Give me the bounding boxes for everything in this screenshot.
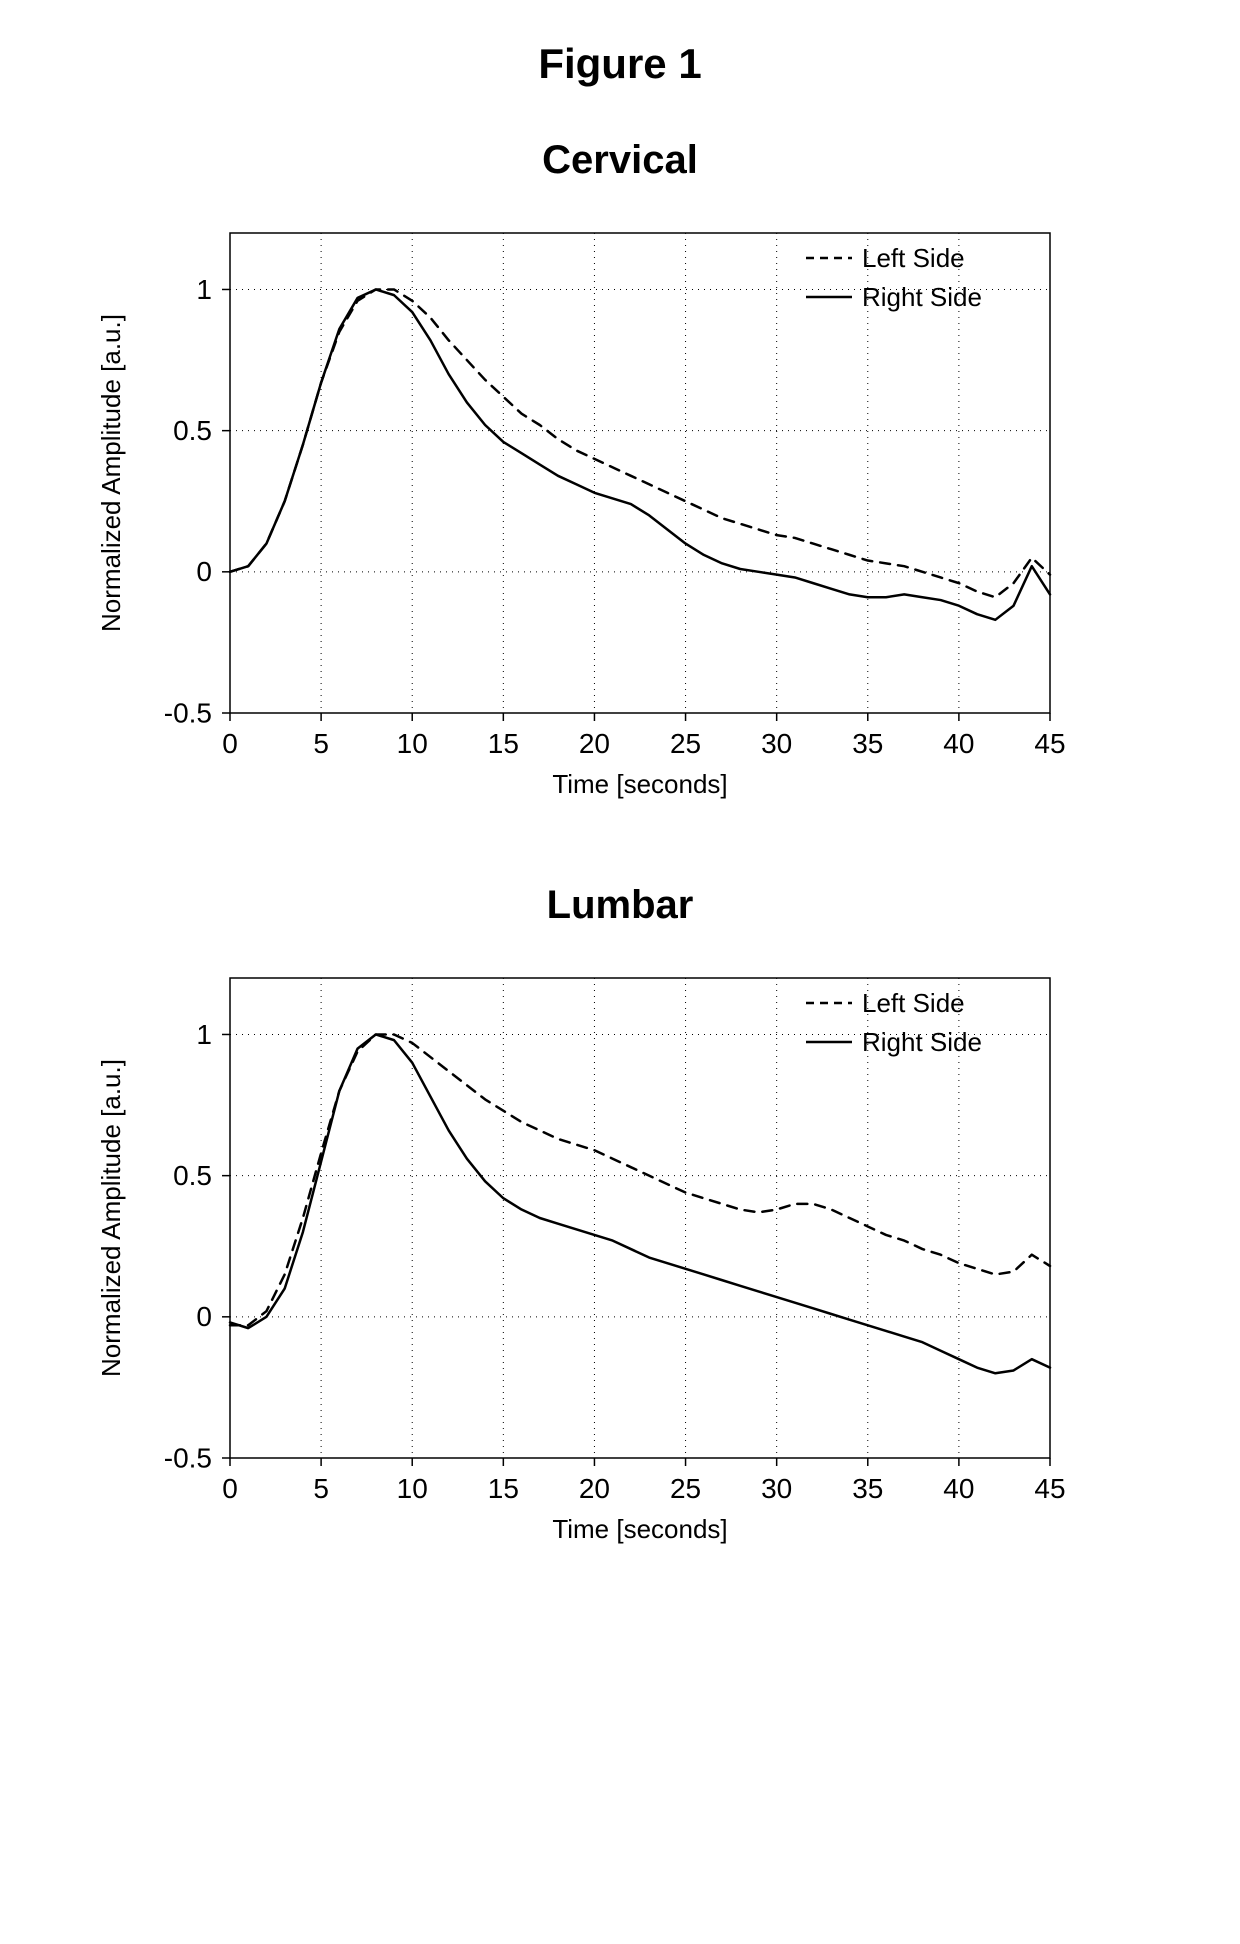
xtick-label: 10 [397, 728, 428, 759]
xtick-label: 0 [222, 728, 238, 759]
chart-title-cervical: Cervical [40, 138, 1200, 183]
xtick-label: 30 [761, 728, 792, 759]
chart-svg-lumbar: 0 5 10 15 20 25 30 35 40 45 -0.5 0 0.5 1 Time [seconds… [90, 948, 1150, 1548]
xtick-label: 20 [579, 1473, 610, 1504]
xtick-label: 15 [488, 728, 519, 759]
chart-title-lumbar: Lumbar [40, 883, 1200, 928]
xtick-label: 45 [1034, 1473, 1065, 1504]
chart-plot-lumbar: 0 5 10 15 20 25 30 35 40 45 -0.5 0 0.5 1 Time [seconds… [90, 948, 1150, 1548]
xtick-label: 25 [670, 728, 701, 759]
legend-label: Left Side [862, 243, 965, 274]
ytick-label: 0 [196, 556, 212, 587]
xtick-label: 25 [670, 1473, 701, 1504]
legend-label: Right Side [862, 1027, 982, 1058]
x-axis-label: Time [seconds] [552, 769, 727, 799]
legend-swatch-icon [804, 248, 854, 268]
chart-svg-cervical: 0 5 10 15 20 25 30 35 40 45 -0.5 0 0.5 1 Time [seconds… [90, 203, 1150, 803]
xtick-label: 40 [943, 728, 974, 759]
legend-item: Right Side [804, 282, 982, 313]
ytick-label: 1 [196, 274, 212, 305]
ytick-label: 0.5 [173, 415, 212, 446]
x-axis-label: Time [seconds] [552, 1514, 727, 1544]
xtick-label: 30 [761, 1473, 792, 1504]
ytick-label: -0.5 [164, 697, 212, 728]
legend-item: Right Side [804, 1027, 982, 1058]
legend-label: Left Side [862, 988, 965, 1019]
ytick-label: 0.5 [173, 1160, 212, 1191]
legend-swatch-icon [804, 287, 854, 307]
chart-lumbar: Lumbar 0 5 10 15 20 25 30 35 40 45 -0.5 0 0.5 1 Time [s… [40, 883, 1200, 1548]
y-axis-label: Normalized Amplitude [a.u.] [96, 1059, 126, 1377]
xtick-label: 15 [488, 1473, 519, 1504]
y-axis-label: Normalized Amplitude [a.u.] [96, 314, 126, 632]
xtick-label: 40 [943, 1473, 974, 1504]
ytick-label: 0 [196, 1301, 212, 1332]
xtick-label: 5 [313, 1473, 329, 1504]
legend-item: Left Side [804, 243, 982, 274]
legend-swatch-icon [804, 993, 854, 1013]
xtick-label: 10 [397, 1473, 428, 1504]
legend-cervical: Left Side Right Side [804, 243, 982, 321]
ytick-label: 1 [196, 1019, 212, 1050]
legend-item: Left Side [804, 988, 982, 1019]
xtick-label: 35 [852, 1473, 883, 1504]
xtick-label: 45 [1034, 728, 1065, 759]
figure-page: Figure 1 Cervical051015202530354045-0.50… [0, 0, 1240, 1688]
legend-swatch-icon [804, 1032, 854, 1052]
figure-title: Figure 1 [40, 40, 1200, 88]
xtick-label: 35 [852, 728, 883, 759]
legend-label: Right Side [862, 282, 982, 313]
xtick-label: 20 [579, 728, 610, 759]
chart-plot-cervical: 0 5 10 15 20 25 30 35 40 45 -0.5 0 0.5 1 Time [seconds… [90, 203, 1150, 803]
legend-lumbar: Left Side Right Side [804, 988, 982, 1066]
chart-cervical: Cervical 0 5 10 15 20 25 30 35 40 45 -0.5 0 0.5 1 Time … [40, 138, 1200, 803]
xtick-label: 0 [222, 1473, 238, 1504]
ytick-label: -0.5 [164, 1442, 212, 1473]
xtick-label: 5 [313, 728, 329, 759]
charts-container: Cervical051015202530354045-0.500.51Time … [40, 138, 1200, 1548]
